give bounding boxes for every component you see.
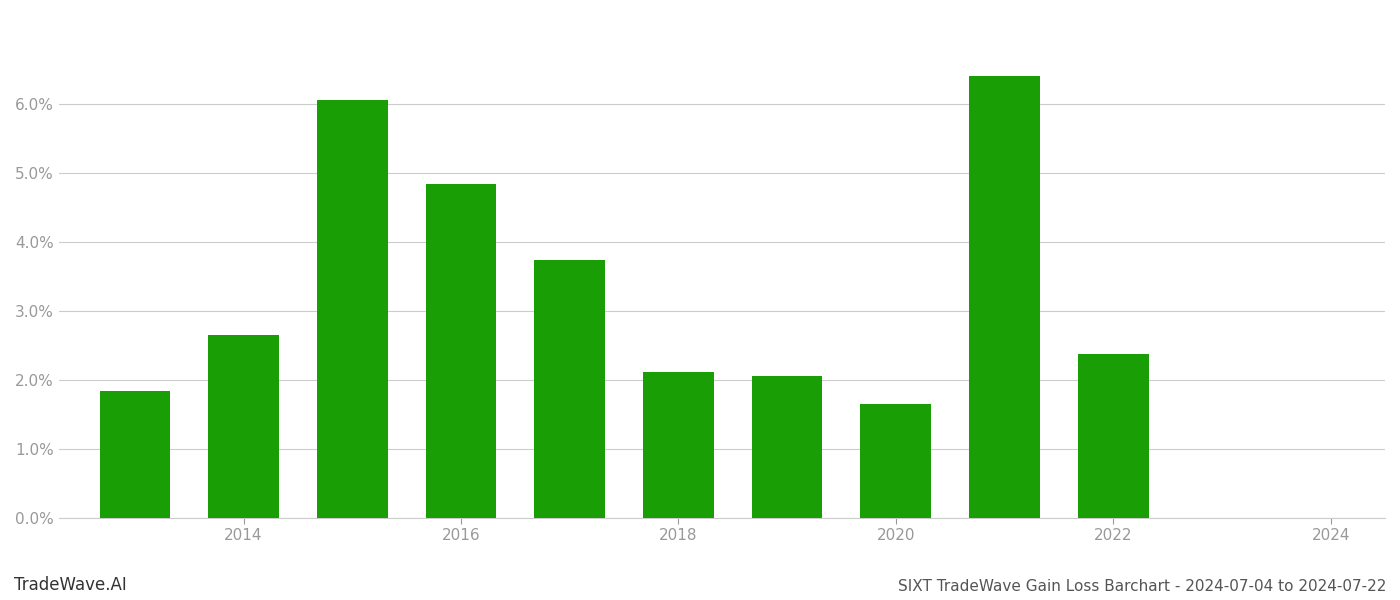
Text: SIXT TradeWave Gain Loss Barchart - 2024-07-04 to 2024-07-22: SIXT TradeWave Gain Loss Barchart - 2024… <box>897 579 1386 594</box>
Bar <box>861 404 931 518</box>
Bar <box>1078 354 1148 518</box>
Bar <box>426 184 496 518</box>
Bar <box>99 391 171 518</box>
Bar <box>752 376 822 518</box>
Bar <box>969 76 1040 518</box>
Bar <box>316 100 388 518</box>
Bar <box>535 260 605 518</box>
Text: TradeWave.AI: TradeWave.AI <box>14 576 127 594</box>
Bar <box>643 372 714 518</box>
Bar <box>209 335 279 518</box>
